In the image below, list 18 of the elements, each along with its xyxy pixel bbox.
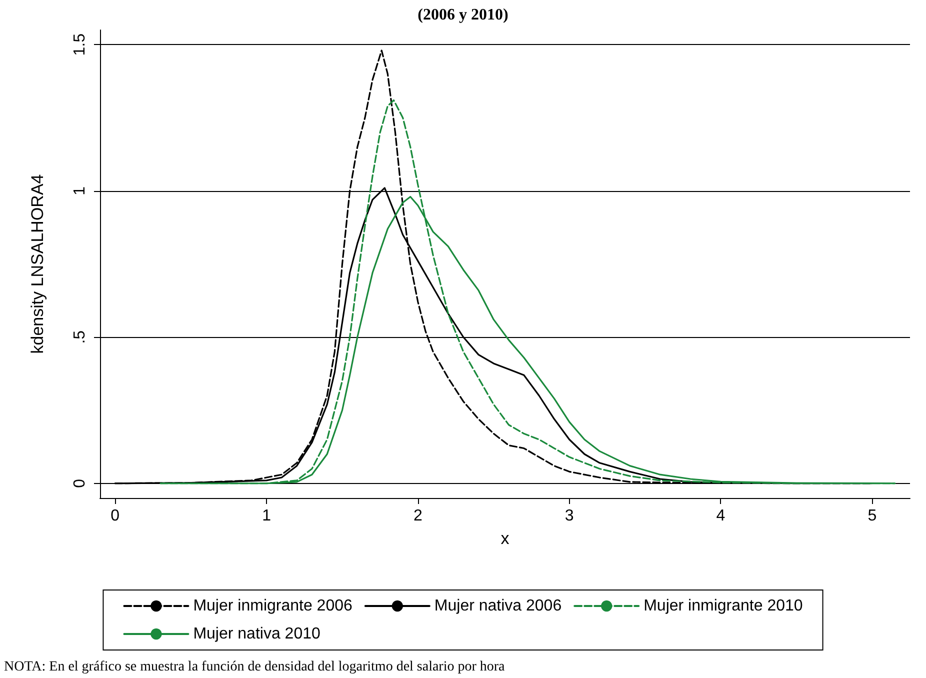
x-tick-label: 1 (262, 508, 272, 524)
y-tick-label: 1.5 (72, 33, 88, 56)
x-tick-label: 0 (110, 508, 120, 524)
y-axis-title: kdensity LNSALHORA4 (28, 174, 47, 354)
x-axis-title: x (500, 529, 510, 548)
x-tick-label: 5 (868, 508, 877, 524)
legend-label: Mujer nativa 2006 (434, 598, 562, 614)
x-tick-label: 3 (564, 508, 574, 524)
legend-label: Mujer nativa 2010 (193, 626, 320, 642)
x-tick-label: 2 (413, 508, 422, 524)
chart-title: (2006 y 2010) (418, 6, 508, 24)
text: NOTA: En el gráfico se muestra la función de densidad del logaritmo del salario por hora (4, 660, 506, 674)
x-tick-label: 4 (716, 508, 726, 524)
y-tick-label: .5 (72, 330, 88, 344)
y-tick-label: 0 (72, 478, 88, 488)
y-tick-label: 1 (72, 186, 88, 196)
legend-label: Mujer inmigrante 2006 (193, 598, 353, 614)
legend-label: Mujer inmigrante 2010 (644, 598, 803, 614)
